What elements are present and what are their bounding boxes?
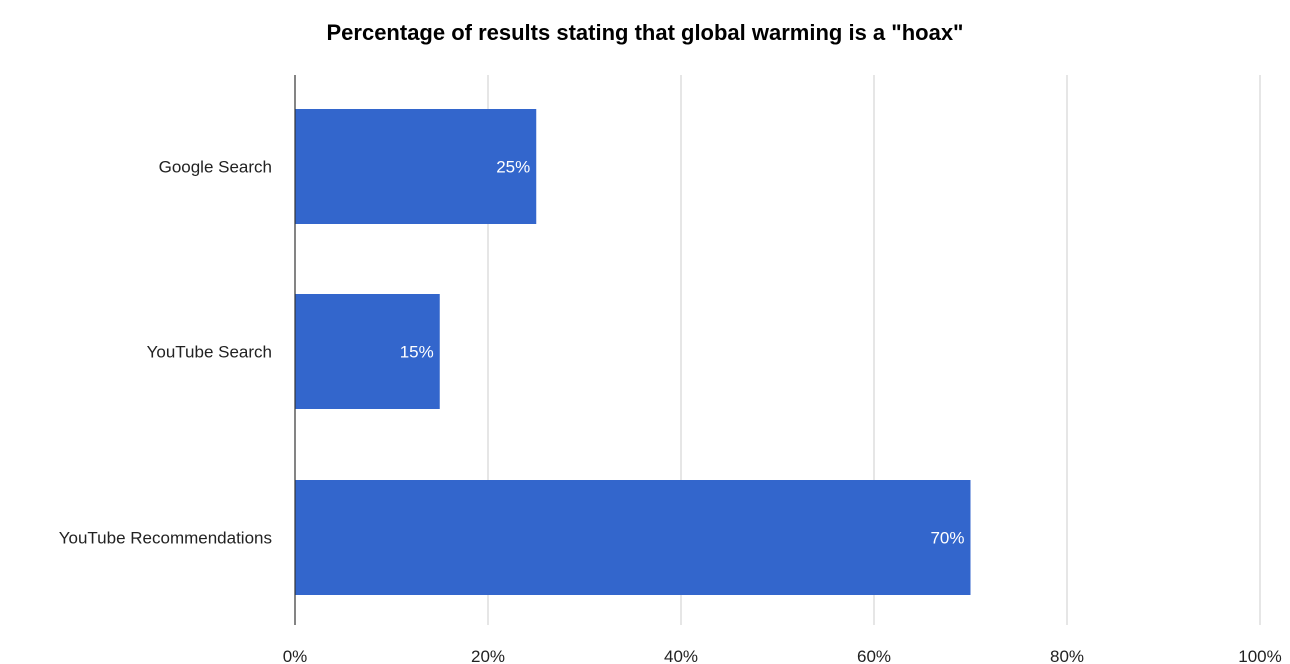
bar: [295, 480, 971, 595]
category-label: Google Search: [159, 158, 272, 177]
bar: [295, 109, 537, 224]
data-label: 25%: [496, 158, 530, 177]
x-tick-label: 40%: [664, 647, 698, 664]
category-label: YouTube Search: [147, 343, 272, 362]
bar: [295, 294, 440, 409]
chart-title: Percentage of results stating that globa…: [326, 20, 964, 45]
x-tick-label: 80%: [1050, 647, 1084, 664]
data-label: 15%: [400, 343, 434, 362]
data-label: 70%: [930, 529, 964, 548]
x-tick-label: 60%: [857, 647, 891, 664]
category-label: YouTube Recommendations: [59, 529, 272, 548]
x-tick-label: 20%: [471, 647, 505, 664]
x-tick-label: 100%: [1238, 647, 1281, 664]
x-tick-label: 0%: [283, 647, 308, 664]
labels: 0% 20% 40% 60% 80% 100% 25% Google Search 15% You…: [59, 158, 1282, 664]
bars: [295, 109, 971, 595]
